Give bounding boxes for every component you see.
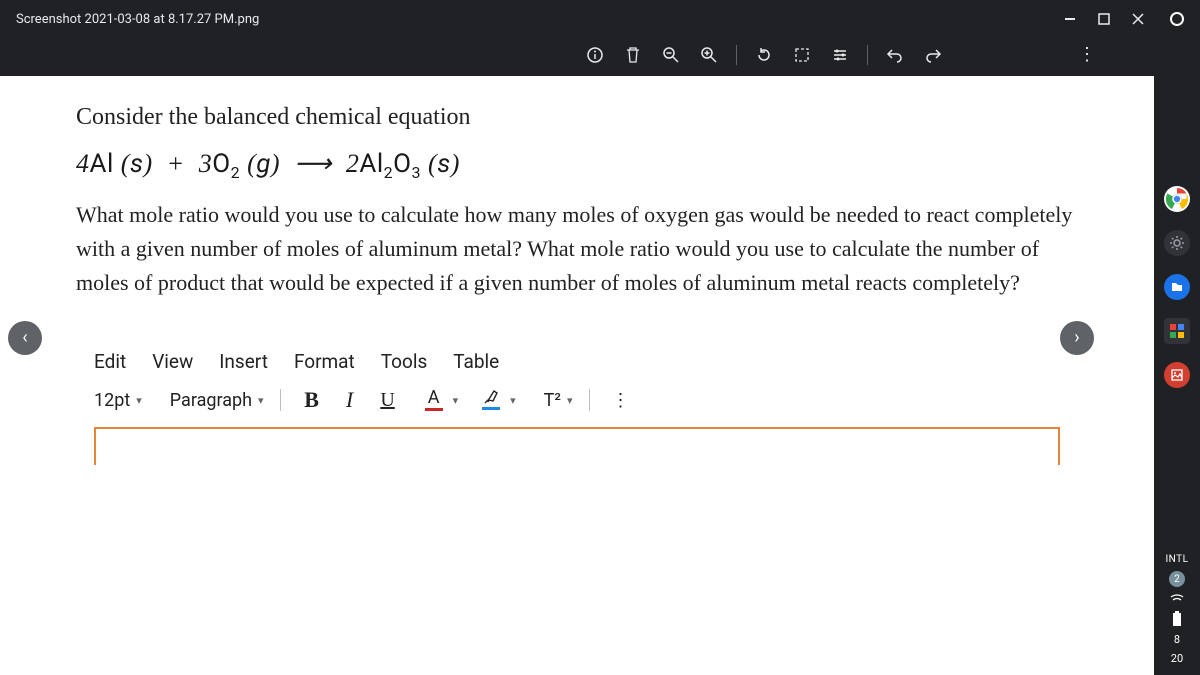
- rotate-icon[interactable]: [747, 40, 781, 70]
- toolbar-separator: [736, 45, 737, 65]
- paragraph-style-dropdown[interactable]: Paragraph▾: [170, 390, 264, 411]
- window-controls: [1062, 11, 1146, 27]
- minimize-button[interactable]: [1062, 11, 1078, 27]
- system-tray[interactable]: INTL 2 8 20: [1165, 554, 1188, 665]
- info-icon[interactable]: [578, 40, 612, 70]
- zoom-out-icon[interactable]: [654, 40, 688, 70]
- battery-icon: [1172, 611, 1182, 627]
- clock-minute: 20: [1171, 652, 1183, 665]
- italic-button[interactable]: I: [335, 387, 365, 413]
- notification-badge: 2: [1169, 571, 1185, 587]
- chemical-equation: 4Al (s) + 3O2 (g) ⟶ 2Al2O3 (s): [76, 149, 1078, 182]
- image-toolbar: [0, 38, 1154, 72]
- superscript-button[interactable]: T²▾: [544, 390, 573, 411]
- system-shelf: INTL 2 8 20: [1154, 0, 1200, 675]
- chevron-down-icon: ▾: [510, 394, 516, 407]
- prev-image-button[interactable]: ‹: [8, 321, 42, 355]
- shelf-apps: [1164, 186, 1190, 388]
- font-size-dropdown[interactable]: 12pt▾: [94, 390, 142, 411]
- redo-icon[interactable]: [916, 40, 950, 70]
- highlight-color-button[interactable]: [482, 390, 500, 410]
- document-page: Consider the balanced chemical equation …: [42, 76, 1112, 675]
- gallery-app-icon[interactable]: [1164, 362, 1190, 388]
- menu-edit[interactable]: Edit: [94, 350, 126, 373]
- keyboard-indicator: INTL: [1165, 554, 1188, 565]
- chevron-down-icon: ▾: [136, 394, 142, 407]
- menu-insert[interactable]: Insert: [219, 350, 268, 373]
- underline-button[interactable]: U: [373, 389, 403, 412]
- clock-hour: 8: [1174, 633, 1180, 646]
- text-input-area[interactable]: [94, 427, 1060, 465]
- editor-menu: Edit View Insert Format Tools Table: [76, 346, 1078, 377]
- image-viewer: Consider the balanced chemical equation …: [0, 76, 1154, 675]
- question-heading: Consider the balanced chemical equation: [76, 104, 1078, 131]
- menu-format[interactable]: Format: [294, 350, 355, 373]
- chrome-app-icon[interactable]: [1164, 186, 1190, 212]
- next-image-button[interactable]: ›: [1060, 321, 1094, 355]
- files-app-icon[interactable]: [1164, 274, 1190, 300]
- more-format-icon[interactable]: ⋮: [606, 390, 636, 411]
- rich-text-editor: Edit View Insert Format Tools Table 12pt…: [76, 346, 1078, 465]
- zoom-in-icon[interactable]: [692, 40, 726, 70]
- crop-icon[interactable]: [785, 40, 819, 70]
- bold-button[interactable]: B: [297, 387, 327, 413]
- text-color-button[interactable]: A: [425, 389, 443, 411]
- title-bar: Screenshot 2021-03-08 at 8.17.27 PM.png: [0, 0, 1154, 38]
- question-body: What mole ratio would you use to calcula…: [76, 198, 1078, 300]
- close-button[interactable]: [1130, 11, 1146, 27]
- menu-tools[interactable]: Tools: [381, 350, 428, 373]
- adjust-icon[interactable]: [823, 40, 857, 70]
- delete-icon[interactable]: [616, 40, 650, 70]
- launcher-button[interactable]: [1170, 12, 1184, 26]
- calculator-app-icon[interactable]: [1164, 318, 1190, 344]
- maximize-button[interactable]: [1096, 11, 1112, 27]
- undo-icon[interactable]: [878, 40, 912, 70]
- menu-view[interactable]: View: [152, 350, 193, 373]
- file-name: Screenshot 2021-03-08 at 8.17.27 PM.png: [8, 12, 259, 27]
- toolbar-separator: [867, 45, 868, 65]
- chevron-down-icon: ▾: [453, 394, 459, 407]
- chevron-down-icon: ▾: [258, 394, 264, 407]
- menu-table[interactable]: Table: [453, 350, 499, 373]
- settings-app-icon[interactable]: [1164, 230, 1190, 256]
- chevron-down-icon: ▾: [567, 394, 573, 407]
- more-options-icon[interactable]: ⋮: [1078, 44, 1096, 65]
- format-toolbar: 12pt▾ Paragraph▾ B I U A ▾: [76, 377, 1078, 423]
- wifi-icon: [1170, 593, 1184, 605]
- app-window: Screenshot 2021-03-08 at 8.17.27 PM.png …: [0, 0, 1154, 675]
